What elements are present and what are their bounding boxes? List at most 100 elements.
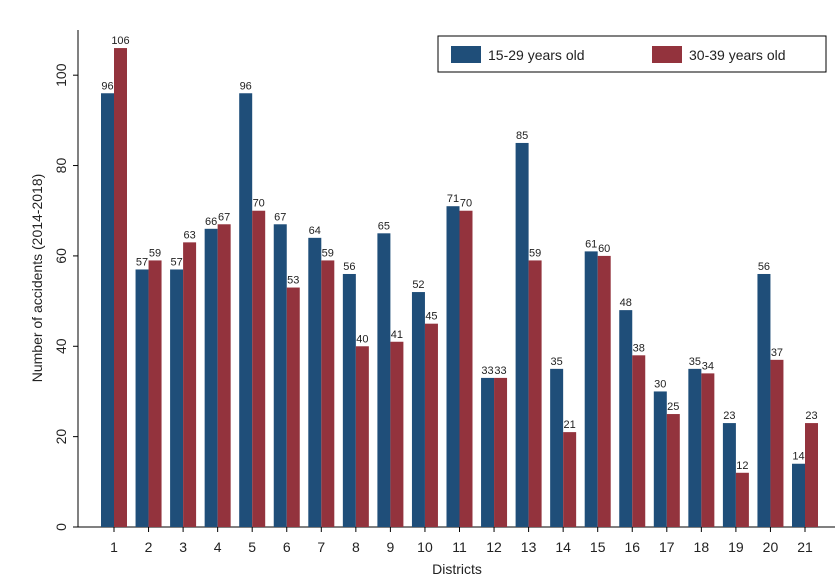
bar-value-label: 35 [689, 356, 701, 368]
bar-value-label: 38 [633, 342, 645, 354]
bar-value-label: 21 [564, 419, 576, 431]
bar [515, 142, 529, 528]
y-tick-label: 100 [53, 63, 69, 87]
bar-value-label: 65 [378, 220, 390, 232]
bar-value-label: 14 [792, 451, 804, 463]
bar-value-label: 70 [460, 198, 472, 210]
bar [273, 224, 287, 528]
bar [494, 377, 508, 527]
bar-value-label: 30 [654, 378, 666, 390]
bar-value-label: 67 [218, 211, 230, 223]
bar-value-label: 35 [551, 356, 563, 368]
bar [286, 287, 300, 527]
legend-swatch-series-2 [652, 46, 682, 63]
y-axis-title: Number of accidents (2014-2018) [29, 174, 45, 383]
bar [239, 93, 253, 527]
bar-value-label: 59 [149, 247, 161, 259]
bar [446, 206, 460, 527]
x-tick-label: 16 [624, 539, 640, 555]
bar-value-label: 45 [425, 311, 437, 323]
y-tick-label: 0 [53, 523, 69, 531]
bar [390, 341, 404, 527]
bar-value-label: 59 [322, 247, 334, 259]
legend-label-series-2: 30-39 years old [689, 47, 786, 63]
bar-value-label: 70 [253, 198, 265, 210]
bar [424, 323, 438, 527]
bar [805, 423, 818, 527]
bar [792, 463, 805, 527]
bar-value-label: 25 [667, 401, 679, 413]
bar [308, 237, 322, 527]
bar-value-label: 106 [111, 35, 129, 47]
x-tick-label: 6 [283, 539, 291, 555]
bar [701, 373, 715, 527]
bar-value-label: 52 [412, 279, 424, 291]
x-tick-label: 9 [387, 539, 395, 555]
y-tick-label: 20 [53, 429, 69, 445]
bar-value-label: 71 [447, 193, 459, 205]
legend-box [437, 35, 827, 73]
bar [114, 48, 127, 528]
bar [459, 210, 473, 527]
bar [597, 255, 611, 527]
bar-value-label: 23 [723, 410, 735, 422]
bar-value-label: 59 [529, 247, 541, 259]
x-tick-label: 10 [417, 539, 433, 555]
x-tick-label: 4 [214, 539, 222, 555]
y-tick-label: 40 [53, 338, 69, 354]
x-tick-label: 12 [486, 539, 502, 555]
bar [653, 391, 667, 527]
bar [170, 269, 184, 527]
bar-value-label: 85 [516, 130, 528, 142]
bar [632, 355, 646, 527]
x-tick-label: 1 [110, 539, 118, 555]
bar-value-label: 33 [494, 365, 506, 377]
legend-swatch-series-1 [451, 46, 481, 63]
bar [183, 242, 197, 527]
bar-value-label: 56 [758, 261, 770, 273]
x-tick-label: 21 [797, 539, 813, 555]
bar-value-label: 41 [391, 329, 403, 341]
bar-value-label: 64 [309, 225, 321, 237]
x-tick-label: 17 [659, 539, 675, 555]
bar-value-label: 23 [805, 410, 817, 422]
bar-value-label: 66 [205, 216, 217, 228]
y-tick-label: 60 [53, 248, 69, 264]
x-tick-label: 13 [521, 539, 537, 555]
x-tick-label: 20 [763, 539, 779, 555]
x-tick-label: 2 [145, 539, 153, 555]
bar [757, 273, 771, 527]
bar [722, 423, 736, 527]
bar [528, 260, 542, 527]
bar-value-label: 48 [620, 297, 632, 309]
legend-label-series-1: 15-29 years old [488, 47, 585, 63]
bar [563, 432, 577, 527]
bar-value-label: 53 [287, 275, 299, 287]
bar-value-label: 96 [101, 80, 113, 92]
bar [735, 472, 749, 527]
x-tick-label: 19 [728, 539, 744, 555]
bar-value-label: 63 [183, 229, 195, 241]
x-axis-title: Districts [432, 561, 482, 577]
x-tick-label: 18 [694, 539, 710, 555]
bar [688, 368, 702, 527]
bar [342, 273, 356, 527]
bar-value-label: 56 [343, 261, 355, 273]
x-tick-label: 14 [555, 539, 571, 555]
bar-value-label: 61 [585, 238, 597, 250]
bar [252, 210, 266, 527]
y-tick-label: 80 [53, 158, 69, 174]
bar [550, 368, 564, 527]
bar [377, 233, 391, 527]
x-tick-label: 11 [452, 539, 467, 555]
x-tick-label: 15 [590, 539, 606, 555]
bar [584, 251, 598, 527]
x-tick-label: 5 [248, 539, 256, 555]
bar [770, 359, 784, 527]
bar [355, 346, 369, 527]
bar [411, 292, 425, 527]
x-tick-label: 3 [179, 539, 187, 555]
